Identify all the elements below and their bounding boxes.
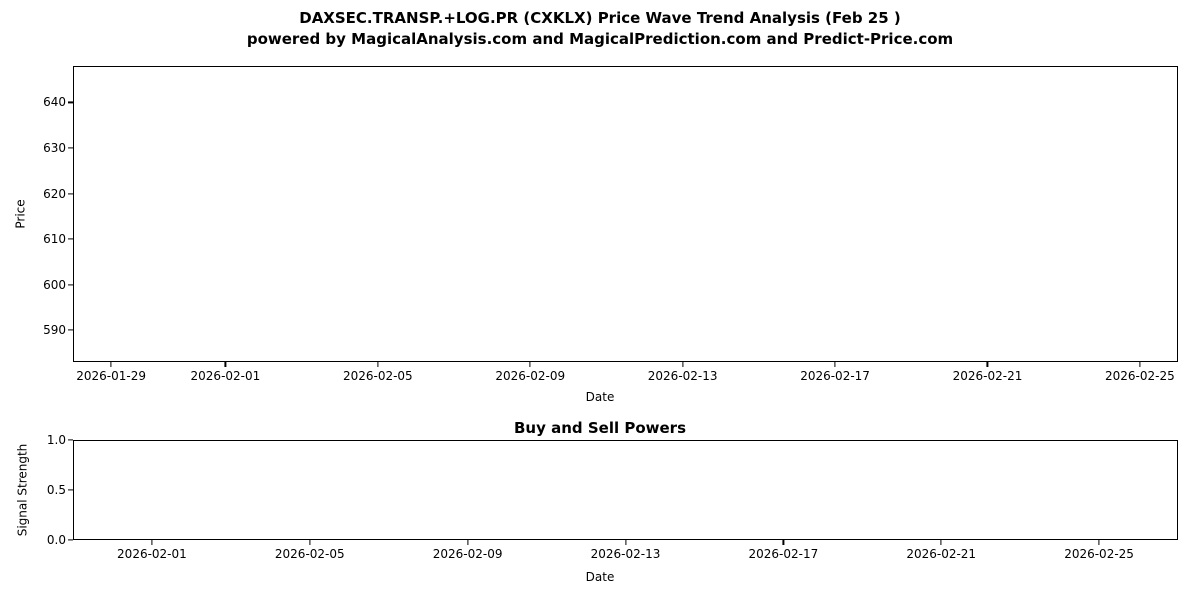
signal-xtick-mark	[309, 540, 311, 545]
price-xtick-label: 2026-01-29	[76, 369, 146, 383]
price-date-axis-label: Date	[585, 390, 615, 404]
price-xtick-label: 2026-02-21	[952, 369, 1023, 383]
price-xtick-label: 2026-02-05	[342, 369, 413, 383]
buy-sell-powers-plot: MagicalAnalysis.comMagicalPrediction.com…	[47, 433, 1178, 561]
price-ytick-mark	[68, 147, 73, 149]
price-ytick-mark	[68, 283, 73, 286]
price-xtick-label: 2026-02-13	[647, 369, 718, 383]
signal-ytick-mark	[68, 439, 73, 441]
price-xtick-mark	[682, 362, 684, 367]
price-xtick-label: 2026-02-09	[495, 369, 566, 383]
signal-xtick-mark	[1098, 540, 1100, 545]
price-ytick-label: 630	[43, 140, 66, 155]
signal-xtick-label: 2026-02-05	[274, 547, 345, 561]
buysell-title: Buy and Sell Powers	[513, 419, 686, 437]
price-ytick-mark	[68, 238, 73, 240]
signal-xtick-mark	[467, 540, 469, 545]
price-ytick-mark	[68, 192, 73, 195]
price-xtick-label: 2026-02-25	[1105, 369, 1175, 383]
signal-xtick-label: 2026-02-21	[906, 547, 977, 561]
signal-xtick-label: 2026-02-01	[117, 547, 187, 561]
signal-xtick-mark	[782, 540, 784, 545]
signal-strength-axis-label: Signal Strength	[14, 443, 29, 537]
buysell-plot-frame	[73, 440, 1178, 540]
signal-ytick-mark	[68, 489, 73, 491]
price-ytick-label: 620	[43, 186, 66, 201]
signal-xtick-label: 2026-02-17	[748, 547, 819, 561]
price-ytick-label: 600	[43, 277, 66, 292]
price-xtick-mark	[1139, 362, 1141, 367]
signal-ytick-label: 0.0	[46, 533, 66, 547]
price-xtick-mark	[529, 362, 531, 367]
chart-subtitle: powered by MagicalAnalysis.com and Magic…	[246, 30, 954, 48]
price-xtick-mark	[110, 362, 112, 367]
signal-xtick-mark	[151, 540, 153, 545]
price-wave-plot: MagicalAnalysis.comMagicalPrediction.com…	[43, 66, 1178, 383]
signal-xtick-label: 2026-02-25	[1064, 547, 1134, 561]
price-xtick-mark	[224, 362, 226, 367]
signal-xtick-mark	[940, 540, 942, 545]
price-ytick-label: 590	[43, 323, 66, 338]
signal-xtick-label: 2026-02-13	[590, 547, 661, 561]
signal-ytick-label: 1.0	[46, 433, 66, 447]
price-plot-frame	[73, 66, 1178, 362]
price-xtick-label: 2026-02-17	[800, 369, 870, 383]
price-xtick-mark	[834, 362, 836, 367]
signal-ytick-mark	[68, 539, 73, 541]
signal-ytick-label: 0.5	[46, 483, 66, 497]
price-ytick-mark	[68, 101, 73, 104]
buysell-date-axis-label: Date	[585, 570, 615, 584]
signal-xtick-mark	[624, 540, 627, 545]
price-ytick-label: 610	[43, 232, 66, 247]
price-xtick-label: 2026-02-01	[190, 369, 261, 383]
price-ytick-label: 640	[43, 95, 66, 110]
signal-xtick-label: 2026-02-09	[432, 547, 503, 561]
chart-title: DAXSEC.TRANSP.+LOG.PR (CXKLX) Price Wave…	[299, 9, 901, 27]
price-axis-label: Price	[13, 199, 28, 229]
page-title: DAXSEC.TRANSP.+LOG.PR (CXKLX) Price Wave…	[0, 8, 1200, 50]
price-xtick-mark	[377, 362, 379, 367]
price-ytick-mark	[68, 329, 73, 331]
price-xtick-mark	[986, 362, 989, 367]
